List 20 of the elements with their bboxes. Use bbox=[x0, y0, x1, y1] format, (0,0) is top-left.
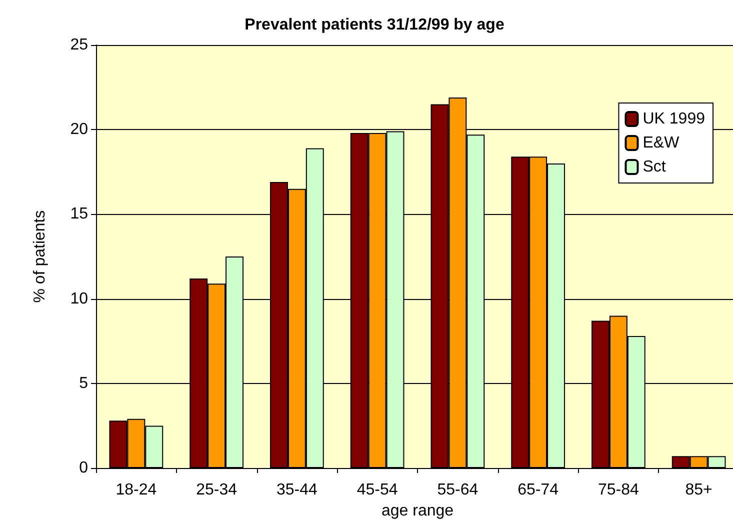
y-tick-label: 20 bbox=[70, 121, 88, 138]
x-tick-label: 55-64 bbox=[437, 482, 478, 498]
x-tick-label: 25-34 bbox=[196, 482, 238, 498]
y-tick-label: 25 bbox=[70, 36, 88, 54]
x-tick-label: 45-54 bbox=[356, 482, 398, 498]
x-tick-label: 65-74 bbox=[518, 482, 559, 498]
y-axis-title: % of patients bbox=[32, 210, 48, 303]
y-tick-label: 5 bbox=[79, 374, 88, 392]
x-tick-label: 18-24 bbox=[116, 482, 157, 498]
legend-label: E&W bbox=[642, 134, 680, 152]
legend-label: UK 1999 bbox=[642, 110, 706, 128]
x-tick-label: 75-84 bbox=[598, 482, 639, 498]
y-tick-label: 15 bbox=[70, 206, 88, 223]
x-tick-label: 85+ bbox=[685, 482, 712, 498]
legend-label: Sct bbox=[642, 158, 666, 176]
y-tick-label: 0 bbox=[79, 460, 88, 476]
y-tick-label: 10 bbox=[70, 290, 88, 308]
x-axis-title: age range bbox=[381, 502, 454, 520]
chart-title: Prevalent patients 31/12/99 by age bbox=[244, 16, 504, 34]
x-tick-label: 35-44 bbox=[276, 482, 318, 498]
